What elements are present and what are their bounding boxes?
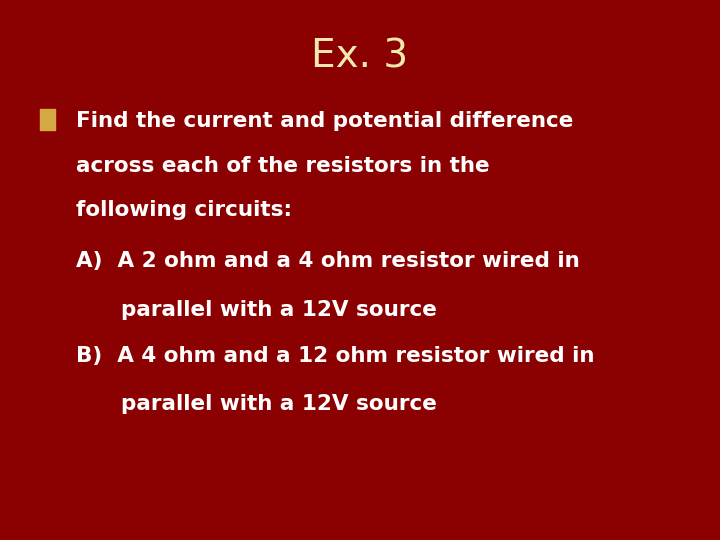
- Text: following circuits:: following circuits:: [76, 200, 292, 220]
- Text: parallel with a 12V source: parallel with a 12V source: [76, 394, 436, 414]
- Text: parallel with a 12V source: parallel with a 12V source: [76, 300, 436, 320]
- Text: Find the current and potential difference: Find the current and potential differenc…: [76, 111, 573, 131]
- Text: A)  A 2 ohm and a 4 ohm resistor wired in: A) A 2 ohm and a 4 ohm resistor wired in: [76, 251, 580, 271]
- Text: B)  A 4 ohm and a 12 ohm resistor wired in: B) A 4 ohm and a 12 ohm resistor wired i…: [76, 346, 594, 366]
- Text: across each of the resistors in the: across each of the resistors in the: [76, 156, 489, 176]
- Bar: [40, 109, 55, 130]
- Text: Ex. 3: Ex. 3: [312, 38, 408, 76]
